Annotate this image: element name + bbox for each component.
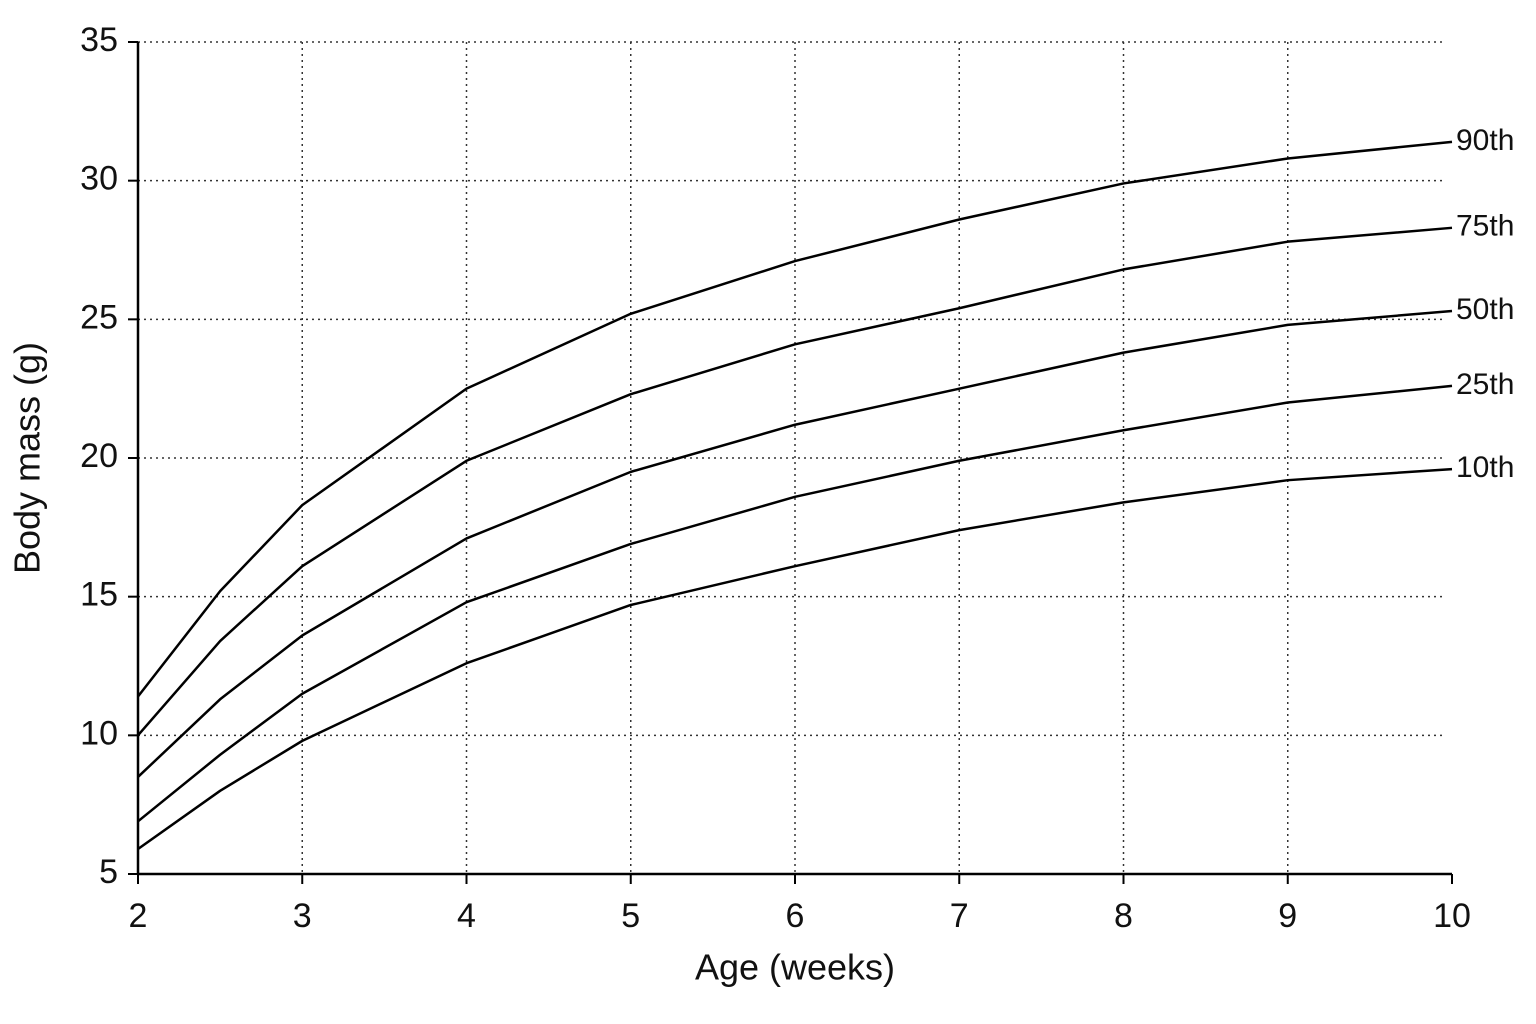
x-tick-label: 2 bbox=[129, 897, 148, 935]
x-tick-label: 4 bbox=[457, 897, 476, 935]
x-tick-label: 8 bbox=[1114, 897, 1133, 935]
y-tick-label: 25 bbox=[80, 298, 118, 336]
x-tick-label: 10 bbox=[1433, 897, 1471, 935]
series-label: 10th bbox=[1456, 451, 1514, 484]
x-tick-label: 3 bbox=[293, 897, 312, 935]
x-tick-label: 6 bbox=[786, 897, 805, 935]
y-tick-label: 10 bbox=[80, 714, 118, 752]
y-tick-label: 20 bbox=[80, 437, 118, 475]
x-axis-title: Age (weeks) bbox=[695, 947, 895, 988]
x-tick-label: 5 bbox=[621, 897, 640, 935]
y-tick-label: 15 bbox=[80, 576, 118, 614]
y-tick-label: 35 bbox=[80, 21, 118, 59]
x-tick-label: 7 bbox=[950, 897, 969, 935]
series-line bbox=[137, 140, 1453, 698]
series-label: 90th bbox=[1456, 124, 1514, 157]
series-line bbox=[137, 384, 1453, 823]
series-label: 50th bbox=[1456, 293, 1514, 326]
x-tick-label: 9 bbox=[1278, 897, 1297, 935]
series-label: 25th bbox=[1456, 368, 1514, 401]
series-line bbox=[137, 309, 1453, 778]
y-tick-label: 30 bbox=[80, 160, 118, 198]
series-line bbox=[137, 226, 1453, 737]
y-tick-label: 5 bbox=[99, 853, 118, 891]
y-axis-title: Body mass (g) bbox=[7, 342, 48, 574]
series-line bbox=[137, 467, 1453, 851]
series-label: 75th bbox=[1456, 210, 1514, 243]
